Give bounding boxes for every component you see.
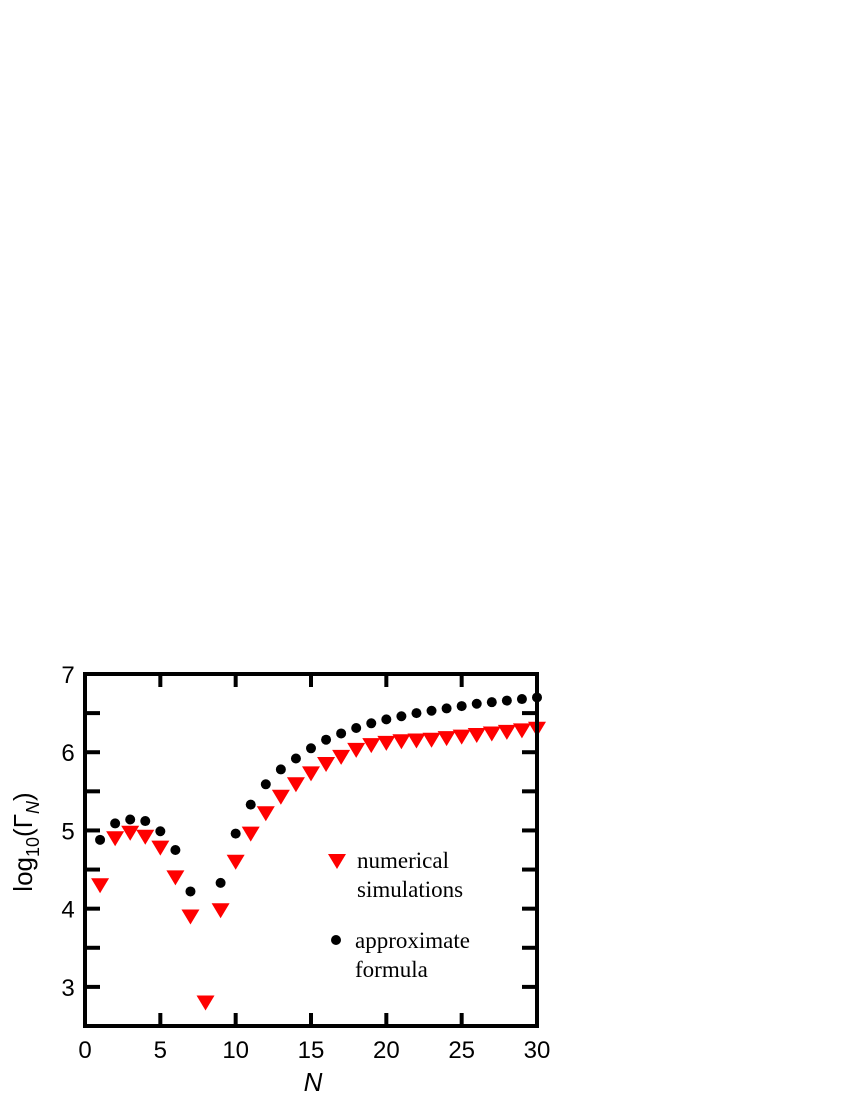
legend-marker-formula <box>331 935 341 945</box>
y-tick-label: 5 <box>61 818 74 845</box>
legend: numerical simulations approximate formula <box>328 848 470 982</box>
simulation-point <box>106 831 125 847</box>
legend-label: numerical <box>357 848 449 873</box>
formula-point <box>245 799 256 810</box>
x-axis-label: N <box>304 1067 323 1097</box>
x-tick-label: 10 <box>222 1037 249 1064</box>
simulation-point <box>437 731 456 747</box>
formula-point <box>275 764 286 775</box>
data-marks <box>91 692 546 1011</box>
plot-frame <box>83 672 539 1028</box>
formula-point <box>351 722 362 733</box>
y-label-subscript: 10 <box>23 837 43 857</box>
simulation-point <box>377 735 396 751</box>
y-tick-label: 4 <box>61 897 74 924</box>
legend-label: formula <box>355 957 428 982</box>
formula-point <box>215 877 226 888</box>
simulation-point <box>347 742 366 758</box>
formula-point <box>140 816 151 827</box>
x-tick-label: 5 <box>154 1037 167 1064</box>
formula-point <box>426 705 437 716</box>
simulation-point <box>226 854 245 870</box>
simulation-point <box>91 878 110 894</box>
formula-point <box>155 826 166 837</box>
simulation-point <box>286 777 305 793</box>
y-label-close: ) <box>8 792 38 801</box>
formula-point <box>306 743 316 754</box>
formula-point <box>441 703 452 714</box>
x-tick-label: 0 <box>78 1037 91 1064</box>
legend-label: simulations <box>357 877 463 902</box>
formula-point <box>471 698 482 709</box>
formula-point <box>486 697 497 708</box>
formula-point <box>321 734 332 745</box>
simulation-point <box>302 766 320 782</box>
simulation-point <box>271 789 290 805</box>
simulation-point <box>512 723 531 739</box>
simulation-point <box>211 903 230 919</box>
formula-point <box>501 695 512 706</box>
simulation-point <box>181 909 200 925</box>
x-tick-label: 25 <box>448 1037 475 1064</box>
x-tick-label: 30 <box>524 1037 551 1064</box>
formula-point <box>230 828 241 839</box>
simulation-point <box>482 726 501 742</box>
simulation-point <box>136 829 155 845</box>
formula-point <box>125 814 136 825</box>
legend-marker-simulations <box>328 854 346 869</box>
formula-point <box>411 708 422 719</box>
simulation-point <box>332 749 351 765</box>
simulation-point <box>467 728 486 744</box>
simulation-point <box>256 806 275 822</box>
formula-point <box>110 818 121 829</box>
y-tick-label: 7 <box>61 662 74 689</box>
simulation-point <box>241 826 260 842</box>
simulation-point <box>452 729 471 745</box>
tick-labels: 0 5 10 15 20 25 30 3 4 5 6 7 <box>61 662 550 1064</box>
y-tick-label: 6 <box>61 740 74 767</box>
y-label-subscript-n: N <box>23 800 43 814</box>
simulation-point <box>151 840 170 856</box>
y-tick-label: 3 <box>61 975 74 1002</box>
formula-point <box>290 753 301 764</box>
formula-point <box>456 701 467 712</box>
simulation-point <box>497 724 516 740</box>
formula-point <box>95 834 106 845</box>
formula-point <box>381 714 392 725</box>
axis-ticks <box>85 674 537 1026</box>
y-axis-label: log10(ΓN) <box>8 792 43 891</box>
formula-point <box>260 779 271 790</box>
formula-point <box>396 711 407 722</box>
simulation-point <box>166 870 185 886</box>
formula-point <box>185 886 196 897</box>
formula-point <box>170 845 181 855</box>
y-label-log: log <box>8 857 38 892</box>
simulation-point <box>407 733 426 749</box>
formula-point <box>366 718 377 729</box>
x-tick-label: 20 <box>373 1037 400 1064</box>
y-label-gamma: (Γ <box>8 814 38 837</box>
formula-point <box>516 694 527 705</box>
x-tick-label: 15 <box>298 1037 325 1064</box>
simulation-point <box>121 825 140 841</box>
simulation-point <box>422 732 441 748</box>
formula-point <box>336 728 347 739</box>
simulation-point <box>317 756 336 772</box>
simulation-point <box>196 995 215 1011</box>
simulation-point <box>392 734 411 750</box>
legend-label: approximate <box>355 928 470 953</box>
simulation-point <box>362 738 381 754</box>
